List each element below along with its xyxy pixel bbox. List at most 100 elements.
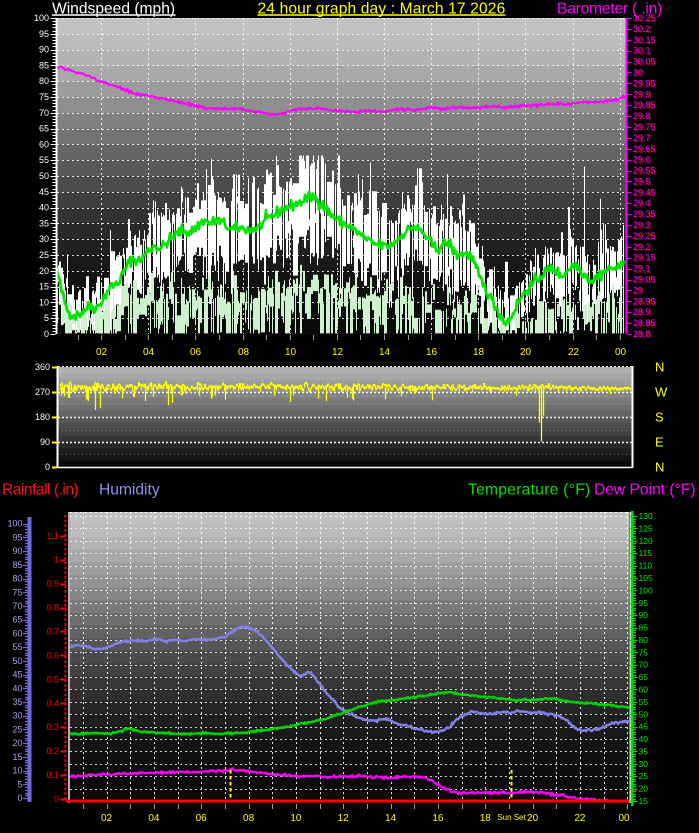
- svg-text:29.9: 29.9: [633, 89, 651, 99]
- svg-text:65: 65: [12, 615, 22, 625]
- svg-text:125: 125: [639, 523, 653, 533]
- svg-text:35: 35: [639, 746, 649, 756]
- svg-text:100: 100: [34, 13, 49, 23]
- svg-text:40: 40: [39, 203, 49, 213]
- svg-text:28.95: 28.95: [634, 298, 657, 308]
- svg-text:18: 18: [473, 347, 485, 358]
- svg-text:12: 12: [338, 813, 350, 824]
- svg-text:30.1: 30.1: [634, 47, 652, 57]
- svg-text:35: 35: [39, 218, 49, 228]
- svg-text:65: 65: [39, 124, 49, 134]
- svg-text:10: 10: [285, 347, 297, 358]
- svg-text:29.35: 29.35: [634, 210, 657, 220]
- svg-text:90: 90: [12, 546, 22, 556]
- svg-text:02: 02: [101, 813, 113, 824]
- svg-text:29.75: 29.75: [633, 122, 656, 132]
- svg-text:0: 0: [44, 329, 49, 339]
- svg-text:30.15: 30.15: [634, 36, 657, 46]
- svg-text:29.55: 29.55: [634, 167, 657, 177]
- svg-text:40: 40: [639, 734, 649, 744]
- svg-text:70: 70: [639, 660, 649, 670]
- svg-text:29: 29: [633, 285, 643, 295]
- svg-text:0.1: 0.1: [46, 770, 59, 780]
- svg-text:20: 20: [39, 266, 49, 276]
- svg-text:28.9: 28.9: [634, 308, 652, 318]
- svg-text:20: 20: [639, 784, 649, 794]
- svg-text:29.65: 29.65: [633, 144, 656, 154]
- svg-text:02: 02: [96, 347, 108, 358]
- svg-text:85: 85: [639, 623, 649, 633]
- svg-text:29.4: 29.4: [633, 198, 651, 208]
- svg-text:28.95: 28.95: [633, 296, 656, 306]
- svg-text:80: 80: [12, 574, 22, 584]
- svg-text:270: 270: [35, 387, 50, 397]
- svg-text:360: 360: [35, 362, 50, 372]
- svg-text:25: 25: [639, 771, 649, 781]
- svg-text:105: 105: [639, 573, 653, 583]
- svg-text:04: 04: [143, 347, 155, 358]
- svg-text:30.15: 30.15: [633, 35, 656, 45]
- svg-text:Rainfall (.in): Rainfall (.in): [2, 482, 78, 499]
- svg-text:W: W: [655, 385, 668, 400]
- svg-text:29.1: 29.1: [633, 264, 651, 274]
- svg-text:S: S: [655, 410, 664, 425]
- svg-text:0: 0: [45, 462, 50, 472]
- svg-text:70: 70: [39, 108, 49, 118]
- svg-text:10: 10: [39, 297, 49, 307]
- svg-text:29.2: 29.2: [633, 242, 651, 252]
- svg-text:29.4: 29.4: [634, 199, 652, 209]
- svg-text:0: 0: [54, 794, 59, 804]
- svg-text:Sun Set: Sun Set: [497, 813, 526, 822]
- svg-text:80: 80: [639, 635, 649, 645]
- svg-text:29.95: 29.95: [633, 78, 656, 88]
- svg-text:20: 20: [12, 738, 22, 748]
- svg-text:0: 0: [17, 793, 22, 803]
- svg-text:29.25: 29.25: [633, 231, 656, 241]
- svg-text:06: 06: [190, 347, 202, 358]
- svg-text:10: 10: [12, 766, 22, 776]
- svg-text:29.8: 29.8: [634, 112, 652, 122]
- svg-text:0.3: 0.3: [46, 722, 59, 732]
- svg-text:0.8: 0.8: [46, 603, 59, 613]
- svg-text:29.05: 29.05: [634, 276, 657, 286]
- svg-text:29.6: 29.6: [633, 155, 651, 165]
- svg-text:100: 100: [639, 585, 653, 595]
- svg-text:115: 115: [639, 548, 653, 558]
- svg-text:120: 120: [639, 536, 653, 546]
- svg-text:28.9: 28.9: [633, 307, 651, 317]
- svg-text:N: N: [655, 360, 664, 375]
- svg-text:0.5: 0.5: [46, 674, 59, 684]
- svg-text:30.2: 30.2: [633, 24, 651, 34]
- svg-text:30.2: 30.2: [634, 25, 652, 35]
- svg-text:0.7: 0.7: [46, 627, 59, 637]
- svg-text:29.1: 29.1: [634, 265, 652, 275]
- svg-text:40: 40: [12, 683, 22, 693]
- svg-text:60: 60: [639, 685, 649, 695]
- svg-text:25: 25: [12, 724, 22, 734]
- svg-text:60: 60: [39, 139, 49, 149]
- svg-text:30: 30: [633, 68, 643, 78]
- svg-text:29.25: 29.25: [634, 232, 657, 242]
- svg-text:50: 50: [639, 709, 649, 719]
- svg-text:14: 14: [379, 347, 391, 358]
- svg-text:E: E: [655, 435, 664, 450]
- svg-text:50: 50: [39, 171, 49, 181]
- svg-text:1.1: 1.1: [46, 531, 59, 541]
- svg-text:29.75: 29.75: [634, 123, 657, 133]
- svg-text:0.6: 0.6: [46, 650, 59, 660]
- svg-text:110: 110: [639, 561, 653, 571]
- svg-text:28.85: 28.85: [634, 319, 657, 329]
- svg-text:29.5: 29.5: [633, 176, 651, 186]
- svg-text:29.3: 29.3: [634, 221, 652, 231]
- svg-text:29.15: 29.15: [633, 253, 656, 263]
- svg-text:29.7: 29.7: [633, 133, 651, 143]
- svg-text:29.8: 29.8: [633, 111, 651, 121]
- svg-text:29.6: 29.6: [634, 156, 652, 166]
- svg-text:130: 130: [639, 511, 653, 521]
- svg-text:20: 20: [527, 813, 539, 824]
- svg-text:29.95: 29.95: [634, 80, 657, 90]
- svg-text:15: 15: [12, 752, 22, 762]
- svg-text:30.05: 30.05: [634, 58, 657, 68]
- svg-text:29.65: 29.65: [634, 145, 657, 155]
- svg-text:08: 08: [243, 813, 255, 824]
